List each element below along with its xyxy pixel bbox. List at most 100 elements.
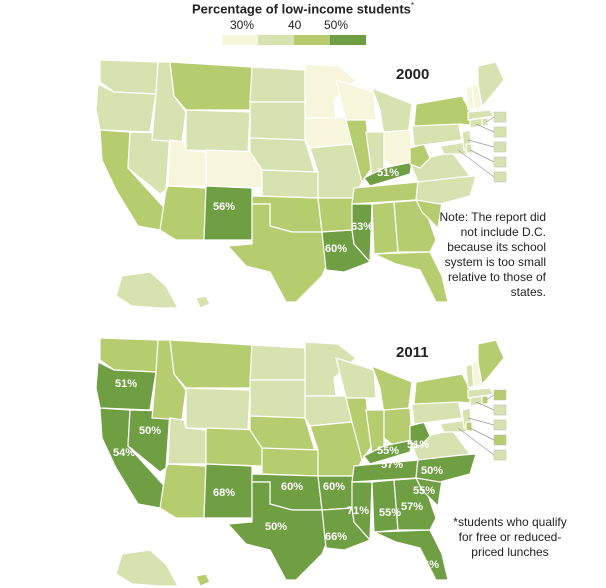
swatch-nj (493, 419, 507, 431)
label-ky-2000: 51% (377, 167, 399, 179)
map-2000: 51% 56% 63% 60% (95, 59, 507, 309)
state-wy (185, 387, 251, 431)
label-nm-2000: 56% (213, 201, 235, 213)
state-tx (226, 203, 337, 303)
state-nm (203, 185, 253, 241)
label-ca-2011: 54% (113, 447, 135, 459)
label-ms-2000: 63% (351, 221, 373, 233)
state-ak (115, 271, 180, 309)
label-nm-2011: 68% (213, 487, 235, 499)
state-mi (370, 86, 413, 137)
legend-label-30: 30% (230, 18, 255, 32)
state-nh (471, 361, 483, 387)
state-wi (335, 357, 377, 399)
swatch-de (493, 434, 507, 446)
label-al-2011: 55% (379, 507, 401, 519)
year-label-2000: 2000 (396, 66, 430, 83)
legend-swatch-4 (330, 35, 366, 45)
state-tx (226, 481, 337, 581)
state-ny (413, 95, 480, 127)
legend-swatch-2 (258, 35, 294, 45)
state-ia (304, 117, 353, 149)
swatch-nj (493, 141, 507, 153)
title-asterisk: * (410, 1, 414, 10)
state-hi (195, 573, 211, 587)
leader-line-ri (485, 394, 495, 401)
note-text: Note: The report did not include D.C. be… (439, 210, 546, 299)
label-or-2011: 51% (115, 378, 137, 390)
state-il (345, 397, 373, 462)
state-ma (467, 387, 496, 399)
state-sd (249, 379, 306, 419)
state-il (345, 119, 373, 184)
state-nd (249, 66, 306, 103)
leader-line-md (457, 149, 495, 178)
state-ri (481, 395, 489, 405)
swatch-ri (493, 389, 507, 401)
legend-color-bar (222, 35, 366, 45)
state-ak (115, 549, 180, 587)
label-la-2000: 60% (325, 243, 347, 255)
legend-label-50: 50% (324, 18, 349, 32)
state-mi (370, 364, 413, 415)
leader-line-de (469, 427, 495, 441)
state-ms (351, 203, 373, 264)
state-nh (471, 83, 483, 109)
state-me (477, 61, 505, 108)
label-nv-2011: 50% (139, 425, 161, 437)
state-ar (317, 197, 355, 233)
state-fl (373, 529, 449, 581)
leader-line-de (469, 149, 495, 163)
swatch-ct (493, 404, 507, 416)
state-percentage-labels-2011: 51%50%54%68% 60% 60%50%71% 55%66%57%55% 51%5… (113, 378, 443, 571)
state-de (465, 143, 473, 155)
leader-line-md (457, 427, 495, 456)
state-mt (169, 339, 253, 389)
state-ia (304, 395, 353, 427)
state-az (159, 185, 207, 241)
state-sd (249, 101, 306, 141)
title-text: Percentage of low-income students (192, 1, 411, 17)
legend-label-40: 40 (288, 18, 302, 32)
state-ks (261, 169, 319, 199)
swatch-md (493, 449, 507, 461)
state-wi (335, 79, 377, 121)
state-ny (413, 373, 480, 405)
label-nc-2011: 50% (421, 465, 443, 477)
state-ky (363, 439, 413, 465)
us-states-2000 (95, 59, 505, 309)
northeast-small-state-swatches-2011 (457, 389, 507, 461)
state-ms (351, 481, 373, 542)
state-az (159, 463, 207, 519)
leader-line-nj (467, 417, 495, 426)
state-de (465, 421, 473, 433)
label-ms-2011: 71% (347, 505, 369, 517)
swatch-md (493, 171, 507, 183)
state-wy (185, 109, 251, 153)
label-ky-2011: 55% (377, 445, 399, 457)
state-ks (261, 447, 319, 477)
legend-swatch-1 (222, 35, 258, 45)
swatch-ct (493, 126, 507, 138)
swatch-ri (493, 111, 507, 123)
state-ky (363, 161, 413, 187)
label-ok-2011: 60% (281, 481, 303, 493)
state-hi (195, 295, 211, 309)
label-tx-2011: 50% (265, 521, 287, 533)
chart-title: Percentage of low-income students* (0, 1, 606, 16)
leader-line-ct (475, 401, 495, 411)
label-la-2011: 66% (325, 531, 347, 543)
label-tn-2011: 57% (381, 459, 403, 471)
state-nd (249, 344, 306, 381)
leader-line-nj (467, 139, 495, 148)
label-sc-2011: 55% (413, 485, 435, 497)
swatch-de (493, 156, 507, 168)
us-states-2011 (95, 337, 505, 587)
state-percentage-labels-2000: 51% 56% 63% 60% (213, 167, 399, 255)
label-ga-2011: 57% (401, 501, 423, 513)
state-me (477, 339, 505, 386)
state-fl (373, 251, 449, 303)
label-fl-2011: 56% (417, 559, 439, 571)
footnote-text: *students who qualify for free or reduce… (453, 515, 567, 559)
label-wv-2011: 51% (407, 439, 429, 451)
